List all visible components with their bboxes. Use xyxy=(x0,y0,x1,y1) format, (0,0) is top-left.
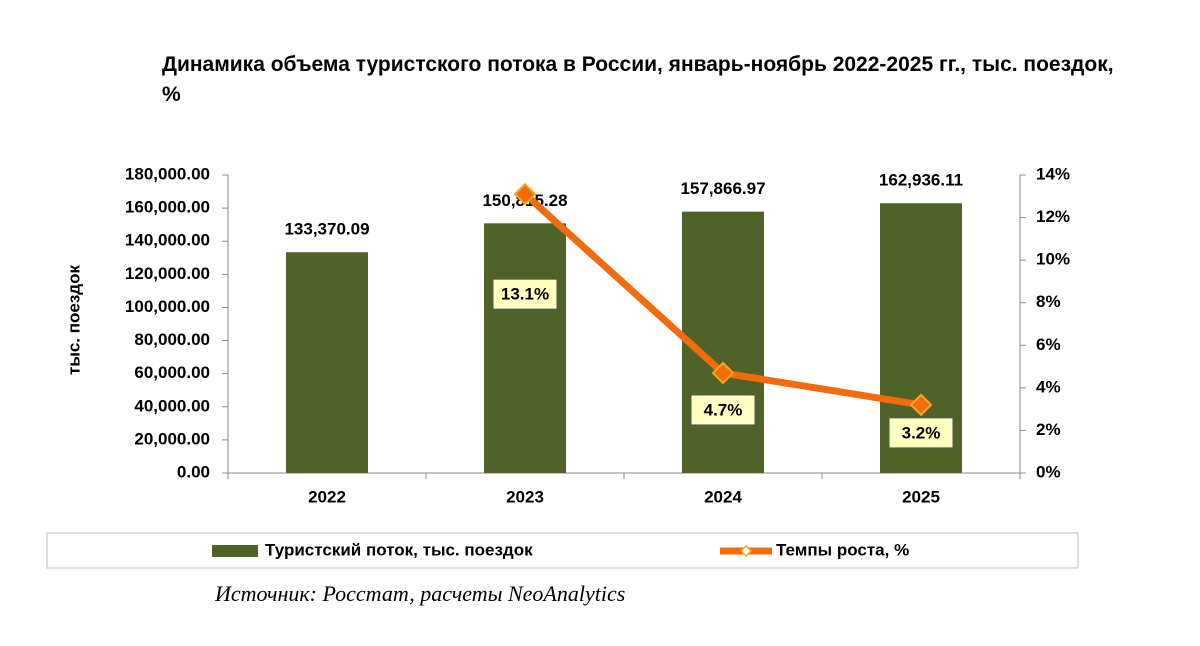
bar xyxy=(484,223,566,473)
bar xyxy=(286,252,368,473)
line-marker xyxy=(513,182,537,206)
y2-tick-label: 2% xyxy=(1036,420,1061,439)
legend-marker xyxy=(739,544,753,558)
y-tick-label: 160,000.00 xyxy=(125,198,210,217)
x-tick-label: 2024 xyxy=(704,487,742,506)
x-tick-label: 2022 xyxy=(308,487,346,506)
y-tick-label: 120,000.00 xyxy=(125,264,210,283)
y2-tick-label: 14% xyxy=(1036,164,1070,183)
y2-tick-label: 4% xyxy=(1036,377,1061,396)
bar-value-label: 133,370.09 xyxy=(284,220,369,239)
x-tick-label: 2025 xyxy=(902,487,940,506)
line-label-box xyxy=(690,394,756,426)
line-label-box xyxy=(492,278,558,310)
line-label-box xyxy=(888,417,954,449)
source: Источник: Росстат, расчеты NeoAnalytics xyxy=(214,581,625,606)
y2-tick-label: 8% xyxy=(1036,292,1061,311)
legend-swatch xyxy=(212,545,258,557)
legend-label: Темпы роста, % xyxy=(776,540,909,559)
y2-tick-label: 12% xyxy=(1036,207,1070,226)
x-tick-label: 2023 xyxy=(506,487,544,506)
chart-title: Динамика объема туристского потока в Рос… xyxy=(162,53,1114,106)
y-tick-label: 80,000.00 xyxy=(134,330,210,349)
y2-tick-label: 0% xyxy=(1036,462,1061,481)
bar-value-label: 162,936.11 xyxy=(879,171,963,190)
line-value-label: 3.2% xyxy=(902,423,941,442)
line-value-label: 13.1% xyxy=(501,285,549,304)
y-tick-label: 180,000.00 xyxy=(125,164,210,183)
line-marker xyxy=(711,361,735,385)
y-tick-label: 100,000.00 xyxy=(125,297,210,316)
y2-tick-label: 10% xyxy=(1036,250,1070,269)
bar xyxy=(682,211,764,473)
bar-value-label: 157,866.97 xyxy=(680,179,765,198)
y-tick-label: 0.00 xyxy=(177,462,210,481)
legend-label: Туристский поток, тыс. поездок xyxy=(265,540,533,559)
y-tick-label: 40,000.00 xyxy=(134,396,210,415)
y-axis-title: тыс. поездок xyxy=(64,265,83,375)
line-marker xyxy=(909,393,933,417)
y-tick-label: 20,000.00 xyxy=(134,429,210,448)
y-tick-label: 60,000.00 xyxy=(134,363,210,382)
line-value-label: 4.7% xyxy=(704,400,743,419)
legend-box xyxy=(46,532,1079,569)
y2-tick-label: 6% xyxy=(1036,335,1061,354)
y-tick-label: 140,000.00 xyxy=(125,231,210,250)
